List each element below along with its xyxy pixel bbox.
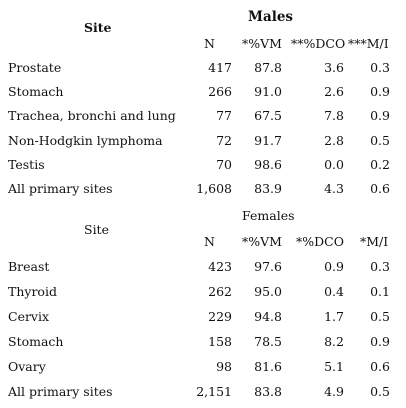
females-col-vm: *%VM xyxy=(242,234,282,249)
row-mi: 0.5 xyxy=(370,133,390,148)
row-vm: 87.8 xyxy=(254,60,282,75)
row-vm: 83.9 xyxy=(254,181,282,196)
row-dco: 3.6 xyxy=(324,60,344,75)
row-vm: 81.6 xyxy=(254,359,282,374)
row-vm: 98.6 xyxy=(254,157,282,172)
row-n: 72 xyxy=(216,133,232,148)
row-vm: 83.8 xyxy=(254,384,282,399)
row-n: 229 xyxy=(208,309,232,324)
row-dco: 0.9 xyxy=(324,259,344,274)
row-mi: 0.9 xyxy=(370,108,390,123)
row-dco: 1.7 xyxy=(324,309,344,324)
row-n: 423 xyxy=(208,259,232,274)
row-dco: 0.0 xyxy=(324,157,344,172)
row-site: Stomach xyxy=(8,84,64,99)
row-dco: 2.8 xyxy=(324,133,344,148)
row-mi: 0.3 xyxy=(370,60,390,75)
row-site: Non-Hodgkin lymphoma xyxy=(8,133,163,148)
row-n: 158 xyxy=(208,334,232,349)
females-col-n: N xyxy=(204,234,215,249)
row-vm: 94.8 xyxy=(254,309,282,324)
row-vm: 95.0 xyxy=(254,284,282,299)
row-mi: 0.2 xyxy=(370,157,390,172)
females-site-header: Site xyxy=(84,222,109,237)
row-site: Thyroid xyxy=(8,284,57,299)
row-mi: 0.3 xyxy=(370,259,390,274)
row-site: Prostate xyxy=(8,60,62,75)
row-site: All primary sites xyxy=(8,384,113,399)
row-vm: 91.7 xyxy=(254,133,282,148)
row-site: Trachea, bronchi and lung xyxy=(8,108,176,123)
males-group-title: Males xyxy=(248,9,294,25)
row-site: Testis xyxy=(8,157,45,172)
row-dco: 4.3 xyxy=(324,181,344,196)
females-group-title: Females xyxy=(242,208,295,223)
row-mi: 0.5 xyxy=(370,384,390,399)
row-site: Stomach xyxy=(8,334,64,349)
row-dco: 0.4 xyxy=(324,284,344,299)
row-n: 2,151 xyxy=(196,384,232,399)
row-n: 77 xyxy=(216,108,232,123)
row-n: 98 xyxy=(216,359,232,374)
row-site: Cervix xyxy=(8,309,50,324)
row-site: Ovary xyxy=(8,359,46,374)
females-col-dco: *%DCO xyxy=(296,234,344,249)
row-vm: 67.5 xyxy=(254,108,282,123)
row-vm: 78.5 xyxy=(254,334,282,349)
row-dco: 4.9 xyxy=(324,384,344,399)
row-mi: 0.9 xyxy=(370,334,390,349)
row-n: 70 xyxy=(216,157,232,172)
row-mi: 0.5 xyxy=(370,309,390,324)
males-col-n: N xyxy=(204,36,215,51)
row-mi: 0.1 xyxy=(370,284,390,299)
row-n: 417 xyxy=(208,60,232,75)
row-mi: 0.9 xyxy=(370,84,390,99)
row-site: All primary sites xyxy=(8,181,113,196)
row-mi: 0.6 xyxy=(370,181,390,196)
row-dco: 8.2 xyxy=(324,334,344,349)
row-mi: 0.6 xyxy=(370,359,390,374)
females-col-mi: *M/I xyxy=(360,234,389,249)
row-vm: 91.0 xyxy=(254,84,282,99)
row-site: Breast xyxy=(8,259,50,274)
row-n: 266 xyxy=(208,84,232,99)
row-n: 1,608 xyxy=(196,181,232,196)
row-vm: 97.6 xyxy=(254,259,282,274)
row-dco: 2.6 xyxy=(324,84,344,99)
row-dco: 5.1 xyxy=(324,359,344,374)
row-dco: 7.8 xyxy=(324,108,344,123)
males-col-mi: ***M/I xyxy=(348,36,389,51)
row-n: 262 xyxy=(208,284,232,299)
males-col-vm: *%VM xyxy=(242,36,282,51)
males-col-dco: **%DCO xyxy=(291,36,346,51)
males-site-header: Site xyxy=(84,20,112,35)
